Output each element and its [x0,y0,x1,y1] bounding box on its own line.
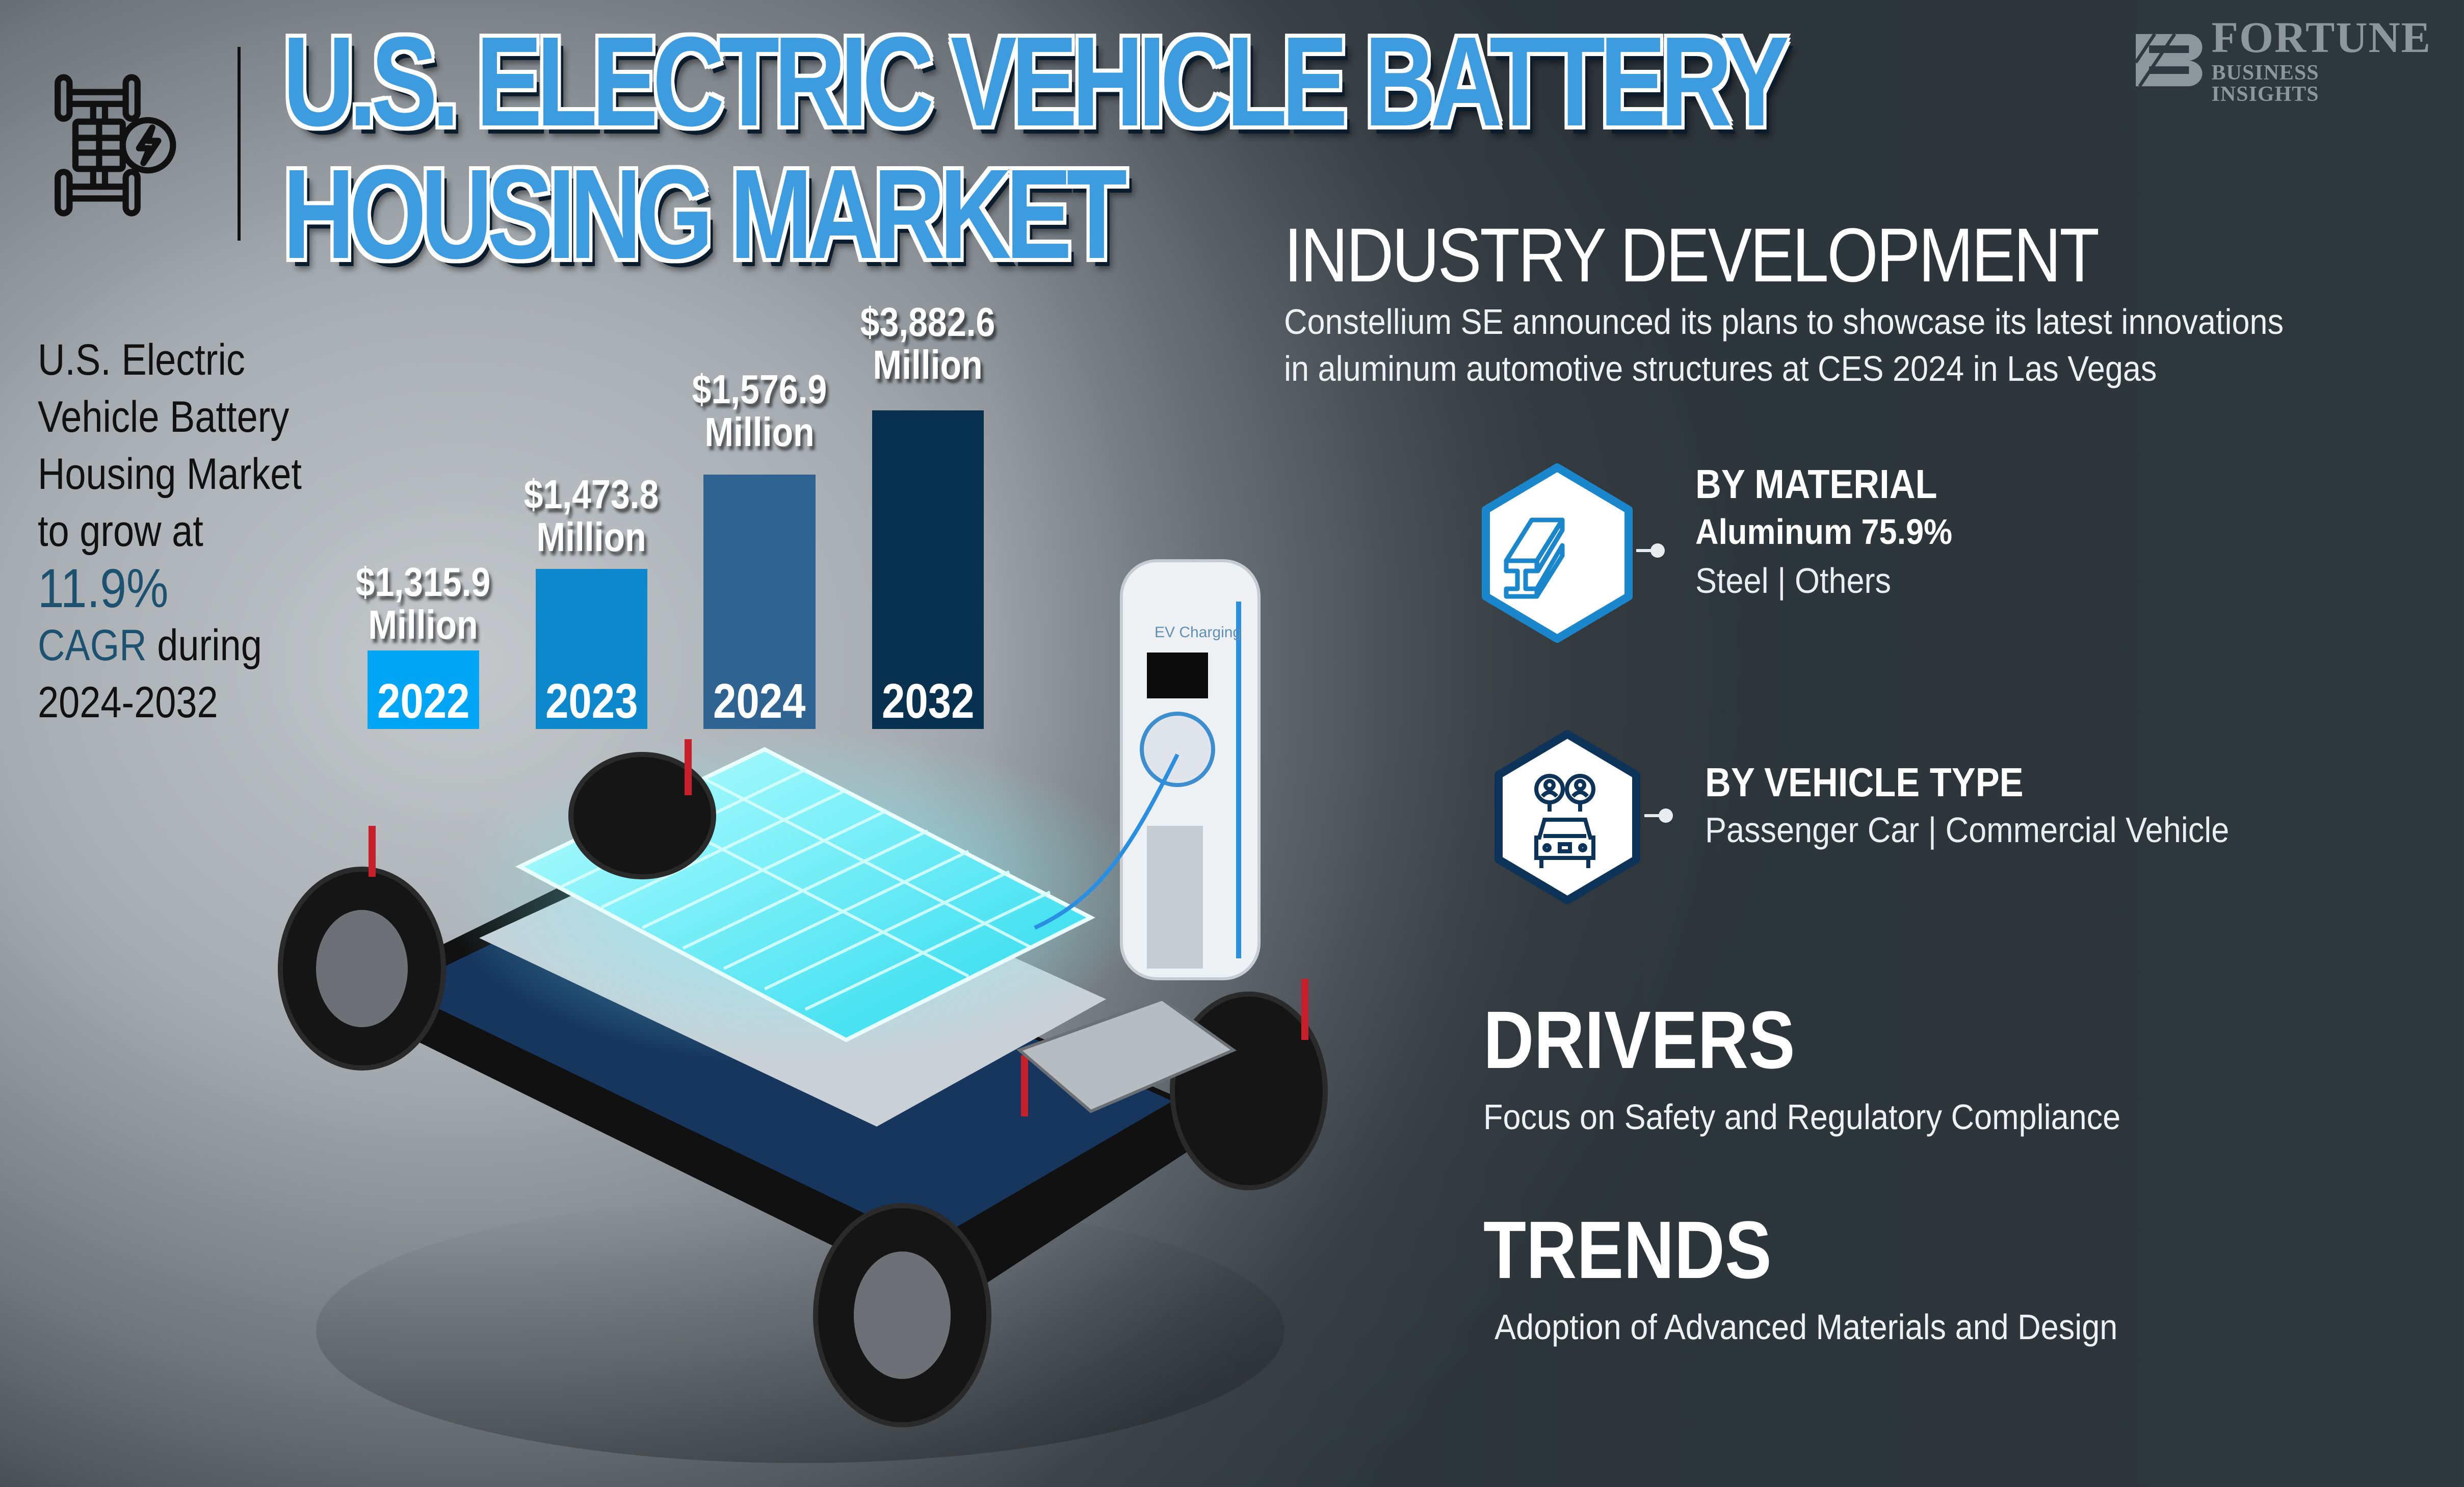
steel-beam-icon [1504,517,1565,599]
industry-text-line-1: Constellium SE announced its plans to sh… [1284,302,2284,342]
forecast-period: 2024-2032 [38,678,218,727]
summary-line-1: U.S. Electric [38,335,245,384]
bar-year-label: 2032 [881,674,975,728]
bar-2024: 2024 [703,475,816,729]
fortune-fb-logo-icon [2136,33,2203,88]
vehicle-type-segment: BY VEHICLE TYPE Passenger Car | Commerci… [1705,760,2288,854]
industry-development-text: Constellium SE announced its plans to sh… [1284,298,2284,392]
cagr-during: during [146,621,262,670]
material-connector-dot [1650,543,1665,558]
bar-year-label: 2023 [545,674,638,728]
bar-value: $1,576.9 [692,367,827,412]
industry-text-line-2: in aluminum automotive structures at CES… [1284,349,2157,388]
trends-section: TRENDS Adoption of Advanced Materials an… [1483,1209,2187,1350]
header-divider [238,47,241,241]
summary-line-4: to grow at [38,507,203,556]
passenger-car-icon [1534,774,1595,868]
bar-year-label: 2024 [713,674,806,728]
cagr-line: CAGR during [38,617,327,674]
vehicle-type-hexagon-badge [1495,730,1640,904]
bar-value-label: $1,473.8 Million [513,473,669,559]
trends-text: Adoption of Advanced Materials and Desig… [1495,1307,2118,1347]
summary-line-2: Vehicle Battery [38,393,290,441]
ev-chassis-battery-icon [55,74,176,217]
vehicle-type-title: BY VEHICLE TYPE [1705,760,2024,805]
bar-value-label: $1,315.9 Million [345,561,501,646]
bar-2022: 2022 [368,650,479,729]
ev-chassis-illustration: EV Charging [278,559,1328,1463]
bar-unit: Million [873,342,983,387]
market-summary: U.S. Electric Vehicle Battery Housing Ma… [38,331,374,731]
material-lead: Aluminum 75.9% [1695,512,1953,552]
bar-unit: Million [536,514,646,560]
bar-value: $1,315.9 [355,559,491,605]
vehicle-type-values: Passenger Car | Commercial Vehicle [1705,810,2230,850]
fortune-business-insights-logo: FORTUNE BUSINESS INSIGHTS [2136,15,2431,105]
vehicle-type-connector [1644,814,1662,817]
bar-value: $1,473.8 [523,472,659,517]
bar-value-label: $1,576.9 Million [681,368,837,454]
ev-charger: EV Charging [1034,559,1261,980]
material-others: Steel | Others [1695,561,1892,601]
drivers-heading: DRIVERS [1483,994,1795,1085]
drivers-text: Focus on Safety and Regulatory Complianc… [1483,1097,2121,1137]
cagr-label: CAGR [38,621,147,670]
bar-value-label: $3,882.6 Million [850,301,1006,386]
trends-heading: TRENDS [1483,1204,1772,1295]
material-title: BY MATERIAL [1695,461,1937,507]
title-line-1: U.S. ELECTRIC VEHICLE BATTERY [283,10,1789,152]
material-hexagon-badge [1482,463,1633,643]
charger-label: EV Charging [1155,624,1241,641]
bar-2023: 2023 [536,569,647,729]
material-segment: BY MATERIAL Aluminum 75.9% Steel | Other… [1695,461,1981,605]
vehicle-type-connector-dot [1659,808,1673,823]
industry-development-heading: INDUSTRY DEVELOPMENT [1284,212,2100,298]
bar-year-label: 2022 [377,674,470,728]
summary-line-3: Housing Market [38,450,302,499]
bar-unit: Million [368,602,478,647]
bar-value: $3,882.6 [860,299,995,345]
logo-brand-line1: FORTUNE [2211,13,2431,62]
logo-brand-line2: BUSINESS INSIGHTS [2211,61,2319,106]
cagr-value: 11.9% [38,557,169,619]
material-connector [1636,549,1654,552]
title-line-2: HOUSING MARKET [283,143,1127,285]
page-title: U.S. ELECTRIC VEHICLE BATTERY HOUSING MA… [283,10,1789,285]
drivers-section: DRIVERS Focus on Safety and Regulatory C… [1483,999,2191,1140]
bar-2032: 2032 [872,410,984,729]
bar-unit: Million [704,409,815,455]
